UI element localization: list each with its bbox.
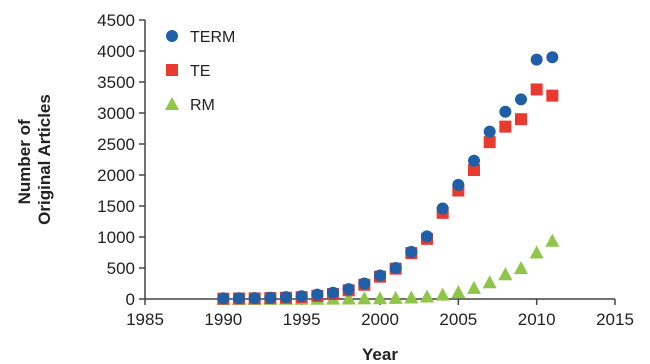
data-point-term <box>405 245 418 258</box>
data-point-rm <box>451 285 466 299</box>
data-point-term <box>280 291 292 304</box>
y-tick-label: 0 <box>126 290 135 309</box>
data-point-rm <box>357 291 372 305</box>
data-point-rm <box>498 267 513 281</box>
data-point-rm <box>482 275 497 289</box>
data-point-term <box>546 51 559 64</box>
data-point-term <box>468 154 480 167</box>
y-tick-label: 2500 <box>97 135 135 154</box>
x-tick-label: 1995 <box>283 310 321 329</box>
y-tick-label: 3500 <box>97 73 135 92</box>
data-point-te <box>530 83 543 96</box>
data-point-rm <box>545 233 560 247</box>
data-point-rm <box>373 291 387 305</box>
legend-marker-te <box>166 64 178 76</box>
data-point-term <box>389 262 402 274</box>
x-tick-label: 1990 <box>204 310 242 329</box>
x-tick-label: 2015 <box>596 310 634 329</box>
data-point-term <box>342 283 355 296</box>
legend-item-rm: RM <box>165 97 215 114</box>
data-point-term <box>374 269 386 282</box>
x-tick-label: 2000 <box>361 310 399 329</box>
data-point-term <box>358 277 371 290</box>
data-point-rm <box>514 261 528 274</box>
y-tick-label: 3000 <box>97 104 135 123</box>
y-tick-label: 4000 <box>97 42 135 61</box>
data-point-te <box>515 113 527 126</box>
data-point-term <box>530 53 543 66</box>
series-term <box>217 51 559 305</box>
y-axis-title-line-1: Number of <box>15 119 34 204</box>
y-tick-label: 1500 <box>97 197 135 216</box>
data-point-rm <box>435 287 450 301</box>
y-tick-label: 500 <box>107 259 135 278</box>
y-axis-title-line-2: Original Articles <box>35 94 54 225</box>
legend-marker-term <box>166 30 178 42</box>
data-point-rm <box>467 280 481 294</box>
data-point-te <box>546 89 559 102</box>
data-point-term <box>295 290 308 303</box>
data-point-term <box>421 230 433 243</box>
y-tick-label: 4500 <box>97 11 135 30</box>
legend-label: RM <box>190 97 215 114</box>
data-point-term <box>452 178 465 191</box>
x-ticks: 1985 1990 1995 2000 2005 2010 2015 <box>126 299 634 329</box>
data-point-te <box>468 164 480 177</box>
data-points <box>216 51 560 305</box>
y-tick-label: 2000 <box>97 166 135 185</box>
data-point-term <box>499 105 512 118</box>
legend-marker-rm <box>165 97 179 110</box>
data-point-term <box>233 292 245 305</box>
y-tick-label: 1000 <box>97 228 135 247</box>
x-tick-label: 1985 <box>126 310 164 329</box>
x-axis-title: Year <box>362 345 398 364</box>
data-point-term <box>248 292 261 305</box>
legend-item-term: TERM <box>166 29 235 46</box>
data-point-term <box>483 125 496 138</box>
data-point-te <box>499 120 512 133</box>
y-axis-title: Number of Original Articles <box>15 94 54 225</box>
axes: 1985 1990 1995 2000 2005 2010 2015 0 500 1000 150… <box>97 11 634 329</box>
data-point-term <box>515 93 527 106</box>
legend-item-te: TE <box>166 63 210 80</box>
data-point-rm <box>341 291 356 305</box>
data-point-rm <box>404 290 419 304</box>
data-point-term <box>311 288 324 301</box>
data-point-term <box>436 202 449 215</box>
x-tick-label: 2010 <box>518 310 556 329</box>
legend-label: TERM <box>190 29 235 46</box>
data-point-rm <box>388 290 403 304</box>
data-point-term <box>217 292 230 305</box>
legend-label: TE <box>190 63 210 80</box>
data-point-te <box>483 136 496 149</box>
data-point-rm <box>420 289 434 303</box>
x-tick-label: 2005 <box>439 310 477 329</box>
y-ticks: 0 500 1000 1500 2000 2500 3000 3500 4000 4500 <box>97 11 145 309</box>
data-point-term <box>264 291 277 304</box>
data-point-rm <box>529 245 544 259</box>
data-point-term <box>327 286 339 299</box>
